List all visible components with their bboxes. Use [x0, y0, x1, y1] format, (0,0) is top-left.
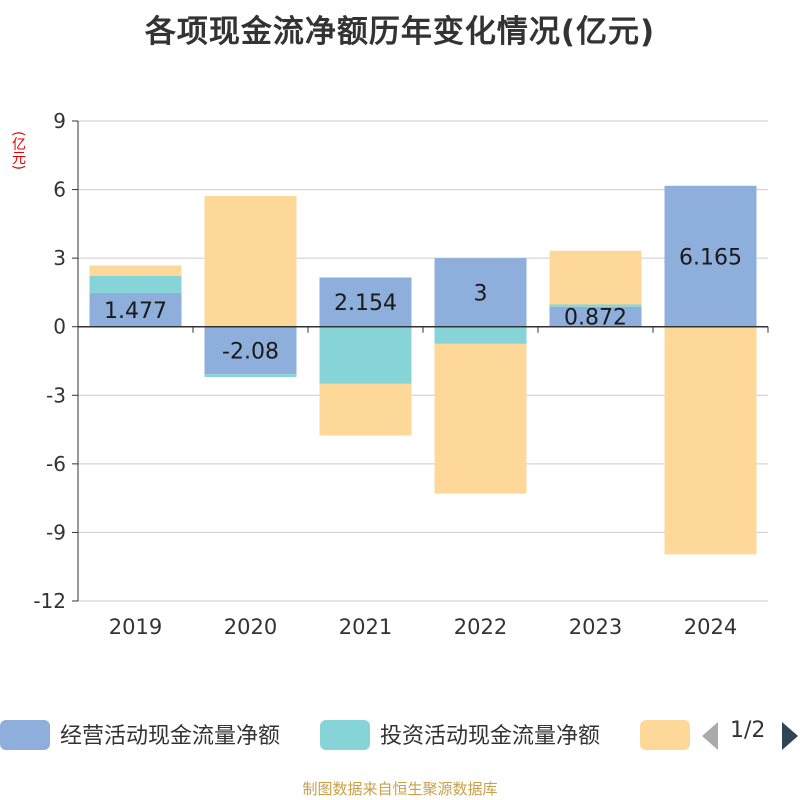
legend-swatch-financing — [640, 720, 690, 750]
legend-pager: 1/2 — [700, 714, 800, 754]
y-axis-unit-label: (亿元) — [10, 130, 26, 170]
bar-financing-2020[interactable] — [204, 195, 297, 327]
y-tick-label: 3 — [53, 246, 66, 270]
y-tick-label: -6 — [46, 452, 66, 476]
axes: 9 6 3 0 -3 -6 -9 -12 2019 2020 2021 2022 2023 2024 — [33, 109, 769, 639]
legend: 经营活动现金流量净额 投资活动现金流量净额 — [0, 714, 800, 754]
pager-prev-icon[interactable] — [702, 722, 718, 750]
legend-label-operating: 经营活动现金流量净额 — [60, 724, 281, 749]
pager-page-indicator: 1/2 — [730, 718, 766, 743]
bar-investing-2020[interactable] — [204, 374, 297, 377]
bar-operating-2021[interactable] — [319, 277, 412, 327]
grid-lines — [78, 120, 768, 602]
data-label-operating: -2.08 — [222, 339, 279, 364]
bar-investing-2022[interactable] — [434, 326, 527, 344]
bar-operating-2019[interactable] — [89, 292, 182, 327]
y-tick-label: -9 — [46, 520, 66, 544]
chart-title: 各项现金流净额历年变化情况(亿元) — [144, 14, 656, 50]
y-tick-label: 9 — [53, 109, 66, 133]
y-tick-label: -12 — [33, 589, 66, 613]
bar-investing-2019[interactable] — [89, 275, 182, 293]
legend-item-investing[interactable]: 投资活动现金流量净额 — [320, 714, 630, 754]
legend-swatch-operating — [0, 720, 50, 750]
bar-financing-2021[interactable] — [319, 383, 412, 436]
bar-financing-2022[interactable] — [434, 343, 527, 494]
x-tick-label: 2024 — [684, 615, 737, 639]
pager-next-icon[interactable] — [782, 722, 798, 750]
bar-investing-2021[interactable] — [319, 326, 412, 384]
legend-label-investing: 投资活动现金流量净额 — [380, 724, 601, 749]
data-label-operating: 1.477 — [104, 299, 167, 324]
bar-operating-2022[interactable] — [434, 258, 527, 327]
y-tick-label: 6 — [53, 178, 66, 202]
x-tick-label: 2023 — [569, 615, 622, 639]
legend-item-financing[interactable] — [640, 714, 690, 754]
x-tick-label: 2019 — [109, 615, 162, 639]
bar-series — [89, 185, 757, 555]
legend-item-operating[interactable]: 经营活动现金流量净额 — [0, 714, 310, 754]
bar-financing-2019[interactable] — [89, 265, 182, 276]
data-label-operating: 2.154 — [334, 291, 397, 316]
bar-financing-2023[interactable] — [549, 250, 642, 305]
data-label-operating: 3 — [474, 281, 488, 306]
data-labels: 1.477 -2.08 2.154 3 0.872 6.165 — [104, 245, 742, 364]
y-tick-label: 0 — [53, 315, 66, 339]
bar-operating-2020[interactable] — [204, 326, 297, 375]
legend-swatch-investing — [320, 720, 370, 750]
data-label-operating: 6.165 — [679, 245, 742, 270]
bar-investing-2023[interactable] — [549, 304, 642, 307]
data-label-operating: 0.872 — [564, 306, 627, 331]
x-tick-label: 2020 — [224, 615, 277, 639]
x-tick-label: 2021 — [339, 615, 392, 639]
bar-operating-2023[interactable] — [549, 306, 642, 327]
y-tick-label: -3 — [46, 383, 66, 407]
bar-operating-2024[interactable] — [664, 185, 757, 327]
bar-financing-2024[interactable] — [664, 326, 757, 555]
x-tick-label: 2022 — [454, 615, 507, 639]
data-source-note: 制图数据来自恒生聚源数据库 — [302, 780, 498, 798]
